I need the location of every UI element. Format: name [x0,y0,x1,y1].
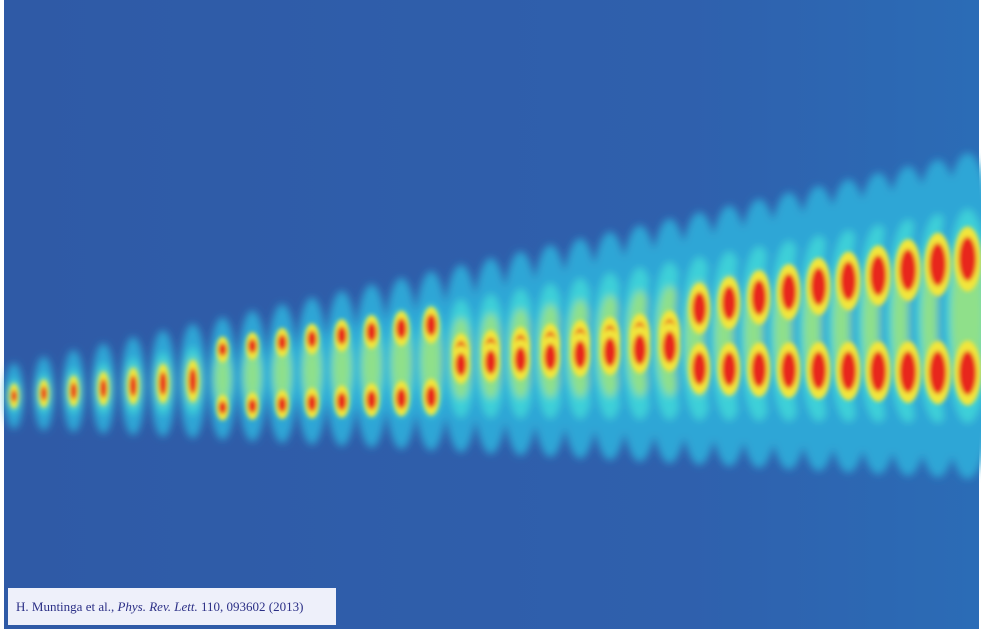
lobe-red [840,262,856,301]
lobe-red [70,383,76,400]
lobe-red [752,280,767,315]
lobe-red [367,323,377,342]
caption-authors: H. Muntinga et al., [16,599,114,614]
lobe-red [396,388,406,408]
lobe-red [278,335,287,350]
lobe-red [248,399,257,413]
lobe-red [100,379,107,398]
lobe-red [870,351,886,391]
lobe-red [307,395,316,412]
lobe-red [189,368,197,394]
caption-journal: Phys. Rev. Lett. [116,599,197,614]
lobe-red [426,314,437,336]
lobe-red [337,327,347,345]
lobe-red [574,341,587,369]
lobe-red [159,372,166,395]
lobe-red [41,386,47,400]
lobe-red [900,249,917,291]
page: H. Muntinga et al., Phys. Rev. Lett. 110… [0,0,981,629]
lobe-red [663,331,677,363]
lobe-red [337,393,347,411]
lobe-red [781,352,796,389]
lobe-red [633,334,646,364]
lobe-red [515,347,527,372]
lobe-red [603,338,616,367]
lobe-red [840,352,856,391]
lobe-red [722,352,737,386]
caption-reference: 110, 093602 (2013) [201,599,303,614]
lobe-red [455,353,466,376]
lobe-red [929,351,946,394]
lobe-red [248,339,257,353]
lobe-red [307,331,316,348]
lobe-red [544,344,556,371]
lobe-red [278,397,287,412]
lobe-red [130,376,137,397]
lobe-red [692,292,706,325]
lobe-red [959,351,977,395]
lobe-red [781,274,796,311]
lobe-red [811,268,827,306]
lobe-red [870,255,886,295]
lobe-red [396,318,406,338]
lobe-red [692,352,706,385]
lobe-red [811,352,827,390]
interference-image: H. Muntinga et al., Phys. Rev. Lett. 110… [0,0,981,629]
lobe-red [11,390,17,402]
lobe-red [929,243,946,286]
lobe-red [722,286,737,320]
lobe-red [959,237,977,281]
lobe-red [752,352,767,387]
lobe-red [485,350,497,374]
lobe-red [219,343,227,356]
lobe-red [367,391,377,410]
lobe-red [219,401,227,414]
lobe-red [900,351,917,393]
caption: H. Muntinga et al., Phys. Rev. Lett. 110… [16,599,303,614]
lobe-red [426,386,437,408]
